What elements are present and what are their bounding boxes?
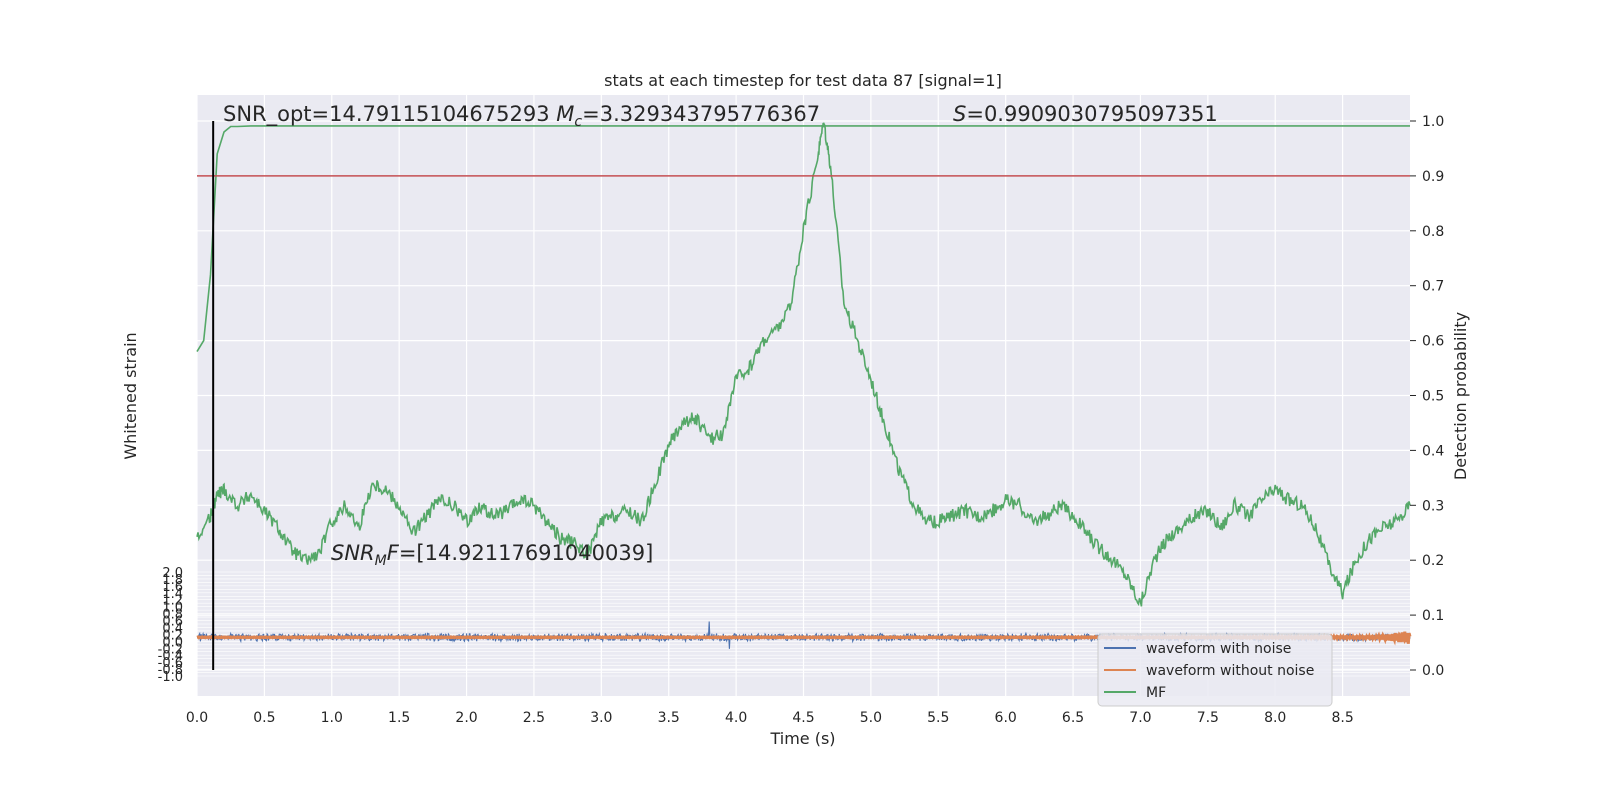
legend: waveform with noise waveform without noi… xyxy=(1097,633,1333,707)
left-tick-label: -0.8 xyxy=(158,663,183,678)
right-tick-label: 0.6 xyxy=(1422,334,1444,350)
x-tick-label: 0.0 xyxy=(186,710,208,726)
right-tick-label: 1.0 xyxy=(1422,114,1444,130)
left-tick-label: 2.0 xyxy=(162,566,183,581)
x-axis-label: Time (s) xyxy=(769,729,835,748)
legend-label-noise: waveform with noise xyxy=(1146,641,1291,657)
x-tick-label: 1.0 xyxy=(321,710,343,726)
mf-line xyxy=(196,121,1411,607)
x-tick-label: 4.5 xyxy=(792,710,814,726)
right-axis-ticks: 0.0 0.1 0.2 0.3 0.4 0.5 0.6 0.7 0.8 0.9 1.0 xyxy=(1410,114,1444,679)
left-tick-label: 0.0 xyxy=(162,635,183,650)
x-tick-label: 6.0 xyxy=(995,710,1017,726)
legend-label-mf: MF xyxy=(1146,685,1166,701)
legend-box xyxy=(1097,633,1333,707)
x-tick-label: 4.0 xyxy=(725,710,747,726)
left-tick-label: 0.2 xyxy=(162,628,183,643)
right-tick-label: 0.1 xyxy=(1422,608,1444,624)
left-axis-label: Whitened strain xyxy=(121,332,140,459)
right-axis-label: Detection probability xyxy=(1451,312,1470,480)
right-tick-label: 0.2 xyxy=(1422,553,1444,569)
x-tick-label: 7.5 xyxy=(1197,710,1219,726)
left-tick-label: -0.4 xyxy=(158,649,183,664)
right-tick-label: 0.9 xyxy=(1422,169,1444,185)
x-tick-label: 5.0 xyxy=(860,710,882,726)
right-tick-label: 0.4 xyxy=(1422,443,1444,459)
x-tick-label: 8.0 xyxy=(1264,710,1286,726)
right-tick-label: 0.8 xyxy=(1422,224,1444,240)
x-axis-ticks: 0.0 0.5 1.0 1.5 2.0 2.5 3.0 3.5 4.0 4.5 5.0 5.5 6.0 6… xyxy=(186,710,1354,726)
annotation-snr-opt: SNR_opt=14.79115104675293 Mc=3.329343795… xyxy=(223,102,820,130)
x-tick-label: 7.0 xyxy=(1129,710,1151,726)
right-tick-label: 0.3 xyxy=(1422,498,1444,514)
grid xyxy=(196,95,1410,696)
legend-label-clean: waveform without noise xyxy=(1146,663,1314,679)
right-tick-label: 0.5 xyxy=(1422,389,1444,405)
left-tick-label: 1.0 xyxy=(162,601,183,616)
mf-series xyxy=(196,121,1411,607)
x-tick-label: 2.5 xyxy=(523,710,545,726)
left-tick-label: 1.6 xyxy=(162,580,183,595)
x-tick-label: 5.5 xyxy=(927,710,949,726)
right-tick-label: 0.7 xyxy=(1422,279,1444,295)
left-tick-label: 1.8 xyxy=(162,573,183,588)
probability-line xyxy=(196,125,1410,353)
left-tick-label: 0.8 xyxy=(162,608,183,623)
annotation-s: S=0.9909030795097351 xyxy=(953,102,1218,126)
x-tick-label: 1.5 xyxy=(388,710,410,726)
x-tick-label: 3.0 xyxy=(590,710,612,726)
annotation-snr-mf: SNRMF=[14.92117691040039] xyxy=(331,541,653,569)
x-tick-label: 3.5 xyxy=(658,710,680,726)
left-tick-label: -1.0 xyxy=(158,670,183,685)
left-tick-label: 1.4 xyxy=(162,587,183,602)
left-tick-label: 1.2 xyxy=(162,594,183,609)
left-tick-label: -0.6 xyxy=(158,656,183,671)
x-tick-label: 8.5 xyxy=(1331,710,1353,726)
x-tick-label: 2.0 xyxy=(455,710,477,726)
left-tick-label: -0.2 xyxy=(158,642,183,657)
chart-title: stats at each timestep for test data 87 … xyxy=(604,71,1002,90)
left-tick-label: 0.4 xyxy=(162,621,183,636)
x-tick-label: 0.5 xyxy=(253,710,275,726)
x-tick-label: 6.5 xyxy=(1062,710,1084,726)
left-tick-label: 0.6 xyxy=(162,615,183,630)
right-tick-label: 0.0 xyxy=(1422,663,1444,679)
